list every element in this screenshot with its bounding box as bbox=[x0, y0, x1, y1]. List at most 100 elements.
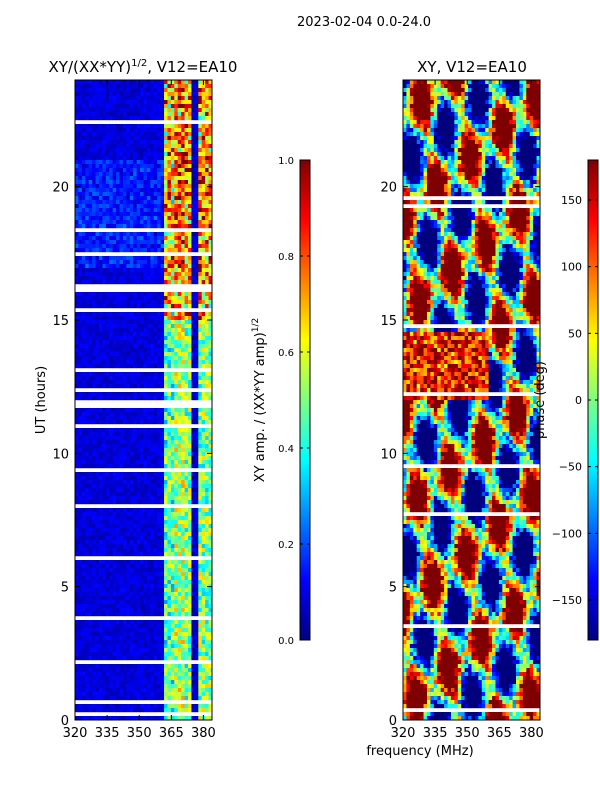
heatmap-cell bbox=[95, 540, 100, 545]
heatmap-cell bbox=[191, 224, 196, 229]
heatmap-cell bbox=[126, 136, 131, 141]
heatmap-cell bbox=[184, 580, 189, 585]
heatmap-cell bbox=[98, 164, 103, 169]
heatmap-cell bbox=[78, 508, 83, 513]
heatmap-cell bbox=[160, 564, 165, 569]
heatmap-cell bbox=[184, 224, 189, 229]
heatmap-cell bbox=[198, 464, 203, 469]
heatmap-cell bbox=[75, 236, 79, 241]
heatmap-cell bbox=[160, 596, 165, 601]
heatmap-cell bbox=[126, 324, 131, 329]
heatmap-cell bbox=[112, 452, 117, 457]
heatmap-cell bbox=[157, 620, 162, 625]
heatmap-cell bbox=[201, 372, 206, 377]
heatmap-cell bbox=[198, 592, 203, 597]
heatmap-cell bbox=[160, 352, 165, 357]
heatmap-cell bbox=[105, 564, 110, 569]
heatmap-cell bbox=[92, 300, 96, 305]
heatmap-cell bbox=[164, 280, 168, 285]
heatmap-cell bbox=[122, 212, 127, 217]
heatmap-cell bbox=[112, 248, 117, 253]
heatmap-cell bbox=[146, 624, 151, 629]
heatmap-cell bbox=[136, 264, 141, 269]
heatmap-cell bbox=[160, 88, 165, 93]
heatmap-cell bbox=[116, 200, 120, 205]
heatmap-cell bbox=[119, 592, 124, 597]
heatmap-cell bbox=[95, 612, 100, 617]
heatmap-cell bbox=[112, 516, 117, 521]
heatmap-cell bbox=[194, 184, 199, 189]
heatmap-cell bbox=[177, 104, 182, 109]
heatmap-cell bbox=[208, 124, 213, 129]
heatmap-cell bbox=[208, 500, 213, 505]
heatmap-cell bbox=[122, 524, 127, 529]
heatmap-cell bbox=[112, 544, 117, 549]
heatmap-cell bbox=[112, 428, 117, 433]
heatmap-cell bbox=[205, 200, 209, 205]
heatmap-cell bbox=[146, 100, 151, 105]
heatmap-cell bbox=[133, 384, 138, 389]
heatmap-cell bbox=[95, 360, 100, 365]
heatmap-cell bbox=[140, 536, 144, 541]
heatmap-cell bbox=[92, 476, 96, 481]
heatmap-cell bbox=[126, 144, 131, 149]
heatmap-cell bbox=[109, 268, 114, 273]
heatmap-cell bbox=[102, 440, 107, 445]
heatmap-cell bbox=[174, 196, 179, 201]
heatmap-cell bbox=[88, 408, 93, 413]
heatmap-cell bbox=[174, 568, 179, 573]
heatmap-cell bbox=[201, 204, 206, 209]
heatmap-cell bbox=[109, 92, 114, 97]
heatmap-cell bbox=[146, 376, 151, 381]
heatmap-cell bbox=[105, 572, 110, 577]
heatmap-cell bbox=[95, 188, 100, 193]
heatmap-cell bbox=[181, 612, 185, 617]
heatmap-cell bbox=[109, 192, 114, 197]
heatmap-cell bbox=[191, 276, 196, 281]
heatmap-cell bbox=[205, 316, 209, 321]
heatmap-cell bbox=[208, 488, 213, 493]
heatmap-cell bbox=[105, 144, 110, 149]
heatmap-cell bbox=[177, 188, 182, 193]
heatmap-cell bbox=[85, 420, 90, 425]
heatmap-cell bbox=[198, 176, 203, 181]
heatmap-cell bbox=[126, 128, 131, 133]
heatmap-cell bbox=[153, 272, 158, 277]
heatmap-cell bbox=[208, 204, 213, 209]
heatmap-cell bbox=[205, 312, 209, 317]
heatmap-cell bbox=[184, 348, 189, 353]
heatmap-cell bbox=[122, 552, 127, 557]
heatmap-cell bbox=[116, 572, 120, 577]
heatmap-cell bbox=[81, 496, 86, 501]
heatmap-cell bbox=[129, 596, 134, 601]
heatmap-cell bbox=[112, 328, 117, 333]
heatmap-cell bbox=[157, 204, 162, 209]
heatmap-cell bbox=[95, 608, 100, 613]
heatmap-cell bbox=[98, 200, 103, 205]
heatmap-cell bbox=[122, 376, 127, 381]
heatmap-cell bbox=[122, 608, 127, 613]
heatmap-cell bbox=[119, 420, 124, 425]
heatmap-cell bbox=[126, 88, 131, 93]
heatmap-cell bbox=[174, 484, 179, 489]
heatmap-cell bbox=[81, 636, 86, 641]
heatmap-cell bbox=[164, 564, 168, 569]
heatmap-cell bbox=[85, 232, 90, 237]
heatmap-cell bbox=[181, 440, 185, 445]
heatmap-cell bbox=[194, 420, 199, 425]
heatmap-cell bbox=[153, 332, 158, 337]
heatmap-cell bbox=[164, 536, 168, 541]
heatmap-cell bbox=[140, 168, 144, 173]
heatmap-cell bbox=[78, 344, 83, 349]
heatmap-cell bbox=[140, 240, 144, 245]
heatmap-cell bbox=[92, 608, 96, 613]
heatmap-cell bbox=[126, 536, 131, 541]
heatmap-cell bbox=[105, 372, 110, 377]
heatmap-cell bbox=[160, 152, 165, 157]
heatmap-cell bbox=[188, 384, 192, 389]
heatmap-cell bbox=[140, 488, 144, 493]
heatmap-cell bbox=[122, 208, 127, 213]
heatmap-cell bbox=[116, 628, 120, 633]
heatmap-cell bbox=[157, 316, 162, 321]
heatmap-cell bbox=[129, 260, 134, 265]
